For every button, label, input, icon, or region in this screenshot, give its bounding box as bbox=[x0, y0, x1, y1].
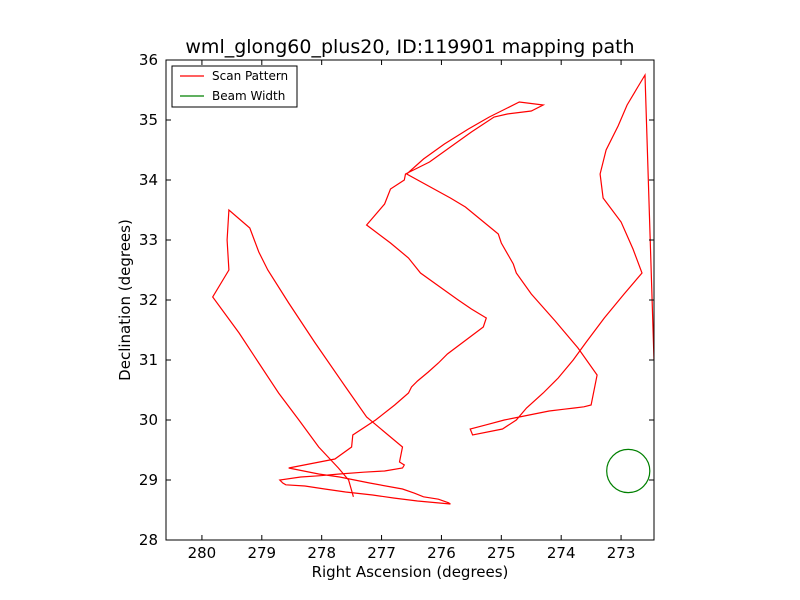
y-tick-label: 30 bbox=[139, 411, 158, 429]
x-tick-label: 273 bbox=[607, 544, 636, 562]
y-tick-label: 28 bbox=[139, 531, 158, 549]
x-tick-label: 275 bbox=[487, 544, 516, 562]
x-tick-label: 274 bbox=[547, 544, 576, 562]
x-tick-label: 279 bbox=[247, 544, 276, 562]
legend-label-beam-width: Beam Width bbox=[212, 89, 285, 103]
legend-box bbox=[171, 65, 298, 108]
x-tick-label: 277 bbox=[367, 544, 396, 562]
plot-frame bbox=[165, 59, 655, 541]
scan-pattern-line bbox=[211, 72, 654, 505]
beam-width-circle bbox=[606, 448, 651, 494]
x-tick-label: 278 bbox=[307, 544, 336, 562]
x-axis: 280 279 278 277 276 275 274 273 bbox=[188, 60, 636, 562]
legend-label-scan-pattern: Scan Pattern bbox=[212, 69, 288, 83]
y-tick-label: 34 bbox=[139, 171, 158, 189]
y-tick-label: 31 bbox=[139, 351, 158, 369]
legend: Scan Pattern Beam Width bbox=[171, 65, 298, 108]
y-axis: 28 29 30 31 32 33 34 35 36 bbox=[139, 51, 654, 549]
x-tick-label: 276 bbox=[427, 544, 456, 562]
y-axis-label: Declination (degrees) bbox=[116, 219, 134, 381]
plot-marks bbox=[211, 72, 654, 505]
y-tick-label: 32 bbox=[139, 291, 158, 309]
y-tick-label: 33 bbox=[139, 231, 158, 249]
chart-title: wml_glong60_plus20, ID:119901 mapping pa… bbox=[185, 36, 634, 58]
x-tick-label: 280 bbox=[188, 544, 217, 562]
x-axis-label: Right Ascension (degrees) bbox=[312, 563, 509, 581]
y-tick-label: 36 bbox=[139, 51, 158, 69]
y-tick-label: 35 bbox=[139, 111, 158, 129]
y-tick-label: 29 bbox=[139, 471, 158, 489]
